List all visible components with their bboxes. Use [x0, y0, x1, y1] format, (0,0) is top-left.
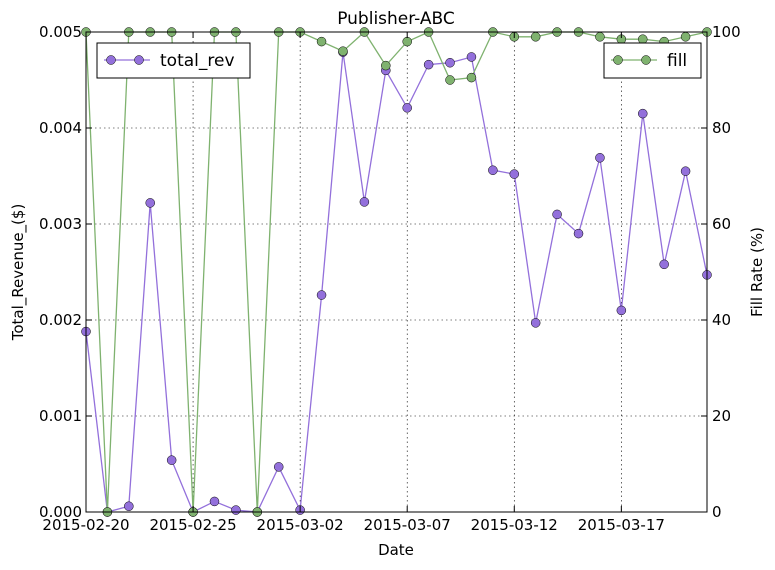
data-point-total-rev [124, 501, 134, 511]
y-axis-label-left: Total_Revenue_($) [9, 204, 28, 342]
data-point-total-rev [273, 462, 284, 472]
data-point-fill [445, 75, 455, 85]
data-point-fill [466, 72, 477, 83]
legend-label-fill: fill [667, 51, 687, 71]
y-tick-label-right: 20 [712, 407, 731, 425]
data-point-total-rev [231, 505, 241, 515]
data-point-total-rev [402, 103, 412, 113]
legend-fill: fill [603, 42, 702, 79]
data-point-total-rev [466, 52, 477, 62]
data-point-fill [316, 36, 327, 47]
data-point-fill [638, 34, 648, 44]
y-tick-label-left: 0.004 [39, 119, 82, 137]
data-point-total-rev [552, 209, 562, 220]
data-point-total-rev [616, 305, 627, 316]
y-tick-label-left: 0.005 [39, 23, 82, 41]
legend-marker-total-rev [106, 55, 116, 65]
data-point-total-rev [423, 59, 434, 70]
x-tick-label: 2015-02-25 [149, 516, 236, 534]
data-point-fill [595, 32, 605, 42]
data-point-total-rev [445, 57, 455, 68]
data-point-fill [530, 32, 541, 42]
y-tick-label-right: 40 [712, 311, 731, 329]
y-tick-label-right: 80 [712, 119, 731, 137]
data-point-total-rev [166, 455, 177, 465]
data-point-total-rev [359, 197, 370, 207]
data-point-total-rev [145, 198, 155, 208]
x-axis-label: Date [378, 541, 414, 559]
data-point-fill [680, 32, 691, 42]
y-tick-label-right: 0 [712, 503, 722, 521]
data-point-total-rev [573, 228, 584, 239]
data-point-total-rev [209, 496, 220, 507]
data-point-total-rev [316, 290, 327, 300]
plot-frame [85, 31, 708, 513]
x-tick-label: 2015-03-12 [471, 516, 558, 534]
series-line-total-rev [85, 52, 708, 513]
data-point-fill [381, 60, 391, 71]
x-tick-label: 2015-03-07 [364, 516, 451, 534]
data-point-total-rev [509, 169, 520, 179]
y-tick-label-left: 0.002 [39, 311, 82, 329]
legend-label-total-rev: total_rev [160, 51, 235, 71]
data-point-fill [338, 46, 348, 56]
grid [85, 32, 707, 512]
legend-marker-fill [613, 55, 623, 65]
legend-total-rev: total_rev [96, 42, 251, 79]
y-tick-label-right: 60 [712, 215, 731, 233]
x-tick-label: 2015-03-02 [257, 516, 344, 534]
y-axis-label-right: Fill Rate (%) [748, 227, 766, 317]
data-point-total-rev [638, 108, 648, 119]
y-tick-label-left: 0.001 [39, 407, 82, 425]
y-tick-label-right: 100 [712, 23, 741, 41]
x-tick-label: 2015-03-17 [578, 516, 665, 534]
data-point-total-rev [595, 153, 605, 163]
series-line-fill [85, 31, 708, 513]
data-point-total-rev [530, 318, 541, 328]
legend-marker-total-rev [134, 55, 144, 65]
axes-layer: 2015-02-20 2015-02-25 2015-03-02 2015-03-07… [39, 23, 741, 534]
x-tick-label: 2015-02-20 [42, 516, 129, 534]
series-layer [81, 27, 712, 517]
y-tick-label-left: 0.000 [39, 503, 82, 521]
series-fill [81, 27, 712, 517]
data-point-total-rev [659, 259, 669, 270]
data-point-total-rev [488, 165, 498, 175]
chart-title: Publisher-ABC [337, 9, 455, 29]
data-point-fill [402, 36, 412, 47]
y-tick-label-left: 0.003 [39, 215, 82, 233]
legend-marker-fill [641, 55, 651, 65]
data-point-total-rev [680, 166, 691, 176]
